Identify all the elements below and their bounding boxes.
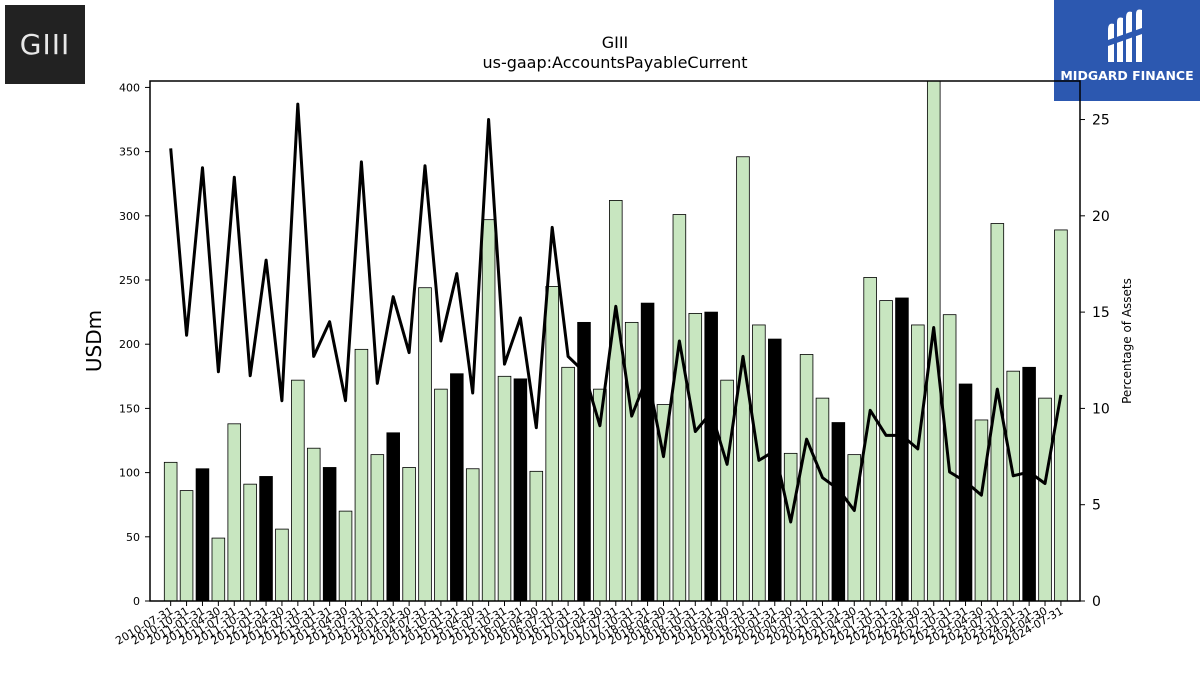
bar (179, 490, 194, 602)
brand-logo: MIDGARD FINANCE (1054, 0, 1200, 101)
bar (243, 483, 257, 602)
company-logo-text: GIII (19, 28, 71, 61)
bar (1038, 397, 1052, 602)
chart-subtitle: us-gaap:AccountsPayableCurrent (482, 53, 747, 72)
company-logo: GIII (5, 5, 85, 84)
y2-tick-label: 5 (1092, 498, 1101, 514)
bar (291, 379, 305, 602)
bar-series (163, 80, 1068, 602)
bar (545, 286, 559, 602)
bar (227, 423, 242, 602)
y-tick-label: 350 (119, 146, 140, 159)
bar (879, 300, 893, 602)
bar (752, 324, 766, 602)
y-tick-label: 0 (133, 595, 140, 608)
y-tick-label: 50 (126, 531, 140, 544)
bar (672, 214, 687, 602)
chart-title: GIII (602, 33, 629, 52)
y2-axis-label: Percentage of Assets (1120, 278, 1134, 404)
bar (624, 321, 639, 602)
bar (402, 467, 416, 602)
bar (815, 397, 830, 602)
bar (1022, 366, 1036, 602)
brand-mark-icon (1108, 9, 1142, 63)
bar (720, 379, 734, 602)
bar (783, 452, 798, 602)
bar (831, 422, 846, 602)
bar (577, 321, 591, 602)
bar (275, 528, 289, 602)
bar (497, 375, 512, 602)
bar (609, 200, 623, 602)
bar (354, 348, 369, 602)
bar (434, 388, 448, 602)
y-axis-label: USDm (82, 310, 106, 372)
bar (306, 447, 321, 602)
bar (640, 302, 655, 602)
axes: 05010015020025030035040005101520252010-0… (113, 80, 1110, 648)
bar (481, 219, 496, 602)
y2-tick-label: 20 (1092, 209, 1110, 225)
line-series (169, 102, 1063, 524)
y2-tick-label: 0 (1092, 594, 1101, 610)
y-tick-label: 150 (119, 402, 140, 415)
y2-tick-label: 25 (1092, 113, 1110, 129)
bar (450, 373, 464, 602)
bar (338, 510, 353, 602)
y-tick-label: 300 (119, 210, 140, 223)
bar (195, 468, 210, 602)
bar (259, 476, 273, 602)
y-tick-label: 400 (119, 81, 140, 94)
bar (513, 378, 528, 602)
bar (688, 312, 703, 602)
bar (211, 537, 226, 602)
plot-frame (149, 80, 1081, 602)
bar (895, 297, 909, 602)
bar (386, 432, 400, 602)
bar (418, 287, 432, 602)
y-tick-label: 100 (119, 467, 140, 480)
y2-tick-label: 15 (1092, 305, 1110, 321)
bar (942, 314, 957, 602)
bar (958, 383, 973, 602)
y-tick-label: 250 (119, 274, 140, 287)
bar (974, 419, 989, 602)
bar (704, 311, 718, 602)
bar (1006, 370, 1020, 602)
series-line (169, 102, 1063, 524)
bar (163, 461, 178, 602)
bar (370, 454, 385, 602)
bar (465, 468, 480, 602)
bar (561, 366, 575, 602)
y2-tick-label: 10 (1092, 401, 1110, 417)
brand-logo-text: MIDGARD FINANCE (1060, 68, 1194, 83)
bar (799, 354, 814, 602)
y-tick-label: 200 (119, 338, 140, 351)
bar (529, 470, 544, 602)
bar (911, 324, 925, 602)
bar (322, 467, 337, 602)
